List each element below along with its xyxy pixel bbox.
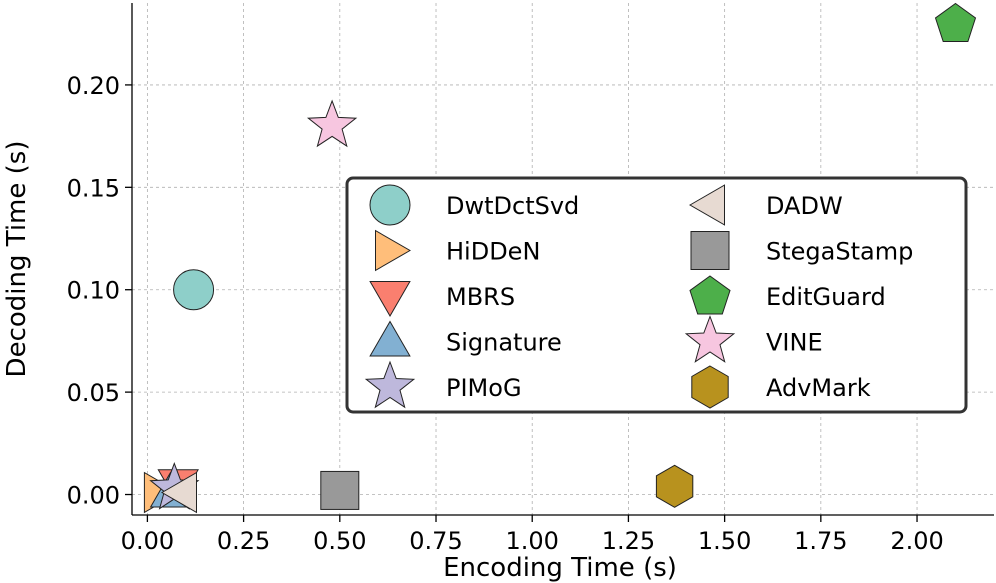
x-tick-label: 1.00 [505, 527, 558, 555]
y-tick-label: 0.10 [67, 277, 120, 305]
point-dwtdctsvd [173, 269, 215, 311]
legend-marker-hidden [375, 229, 412, 272]
x-tick-label: 0.75 [409, 527, 462, 555]
y-tick-label: 0.20 [67, 72, 120, 100]
legend-marker-advmark [691, 365, 729, 409]
point-vine [306, 99, 358, 148]
legend-label-mbrs: MBRS [446, 283, 515, 311]
x-tick-label: 1.50 [698, 527, 751, 555]
legend-label-dwtdctsvd: DwtDctSvd [446, 192, 579, 220]
legend-box [345, 176, 968, 414]
point-stegastamp [320, 470, 360, 510]
x-tick-label: 0.50 [313, 527, 366, 555]
y-tick-label: 0.00 [67, 482, 120, 510]
x-tick-label: 0.25 [217, 527, 270, 555]
point-advmark [655, 464, 694, 508]
legend-label-vine: VINE [766, 329, 823, 357]
legend-label-dadw: DADW [766, 192, 843, 220]
legend-label-stegastamp: StegaStamp [766, 238, 913, 266]
x-tick-label: 0.00 [121, 527, 174, 555]
legend-marker-pimog [364, 360, 416, 409]
legend: DwtDctSvd HiDDeN MBRS Signature PIMoG DADW Ste… [345, 176, 968, 414]
y-tick-label: 0.15 [67, 174, 120, 202]
legend-marker-mbrs [369, 281, 411, 318]
legend-marker-signature [369, 320, 411, 357]
y-axis-label: Decoding Time (s) [2, 141, 32, 378]
legend-label-signature: Signature [446, 329, 562, 357]
tick-labels: 0.00 0.25 0.50 0.75 1.00 1.25 1.50 1.75 2.00 0.00… [67, 72, 944, 555]
legend-marker-dadw [688, 184, 725, 226]
legend-label-hidden: HiDDeN [446, 238, 540, 266]
legend-label-advmark: AdvMark [766, 374, 871, 402]
legend-label-editguard: EditGuard [766, 283, 886, 311]
legend-marker-vine [684, 315, 736, 363]
legend-marker-dwtdctsvd [369, 184, 411, 226]
point-dadw [160, 471, 197, 514]
x-axis-label: Encoding Time (s) [443, 553, 677, 583]
grid-lines [132, 3, 994, 515]
x-tick-label: 1.25 [602, 527, 655, 555]
legend-label-pimog: PIMoG [446, 374, 522, 402]
legend-marker-stegastamp [690, 231, 730, 270]
legend-marker-editguard [689, 275, 731, 315]
point-editguard [934, 2, 977, 42]
data-points [143, 2, 977, 514]
y-tick-label: 0.05 [67, 379, 120, 407]
x-tick-label: 2.00 [890, 527, 943, 555]
x-tick-label: 1.75 [794, 527, 847, 555]
axes [125, 3, 994, 522]
